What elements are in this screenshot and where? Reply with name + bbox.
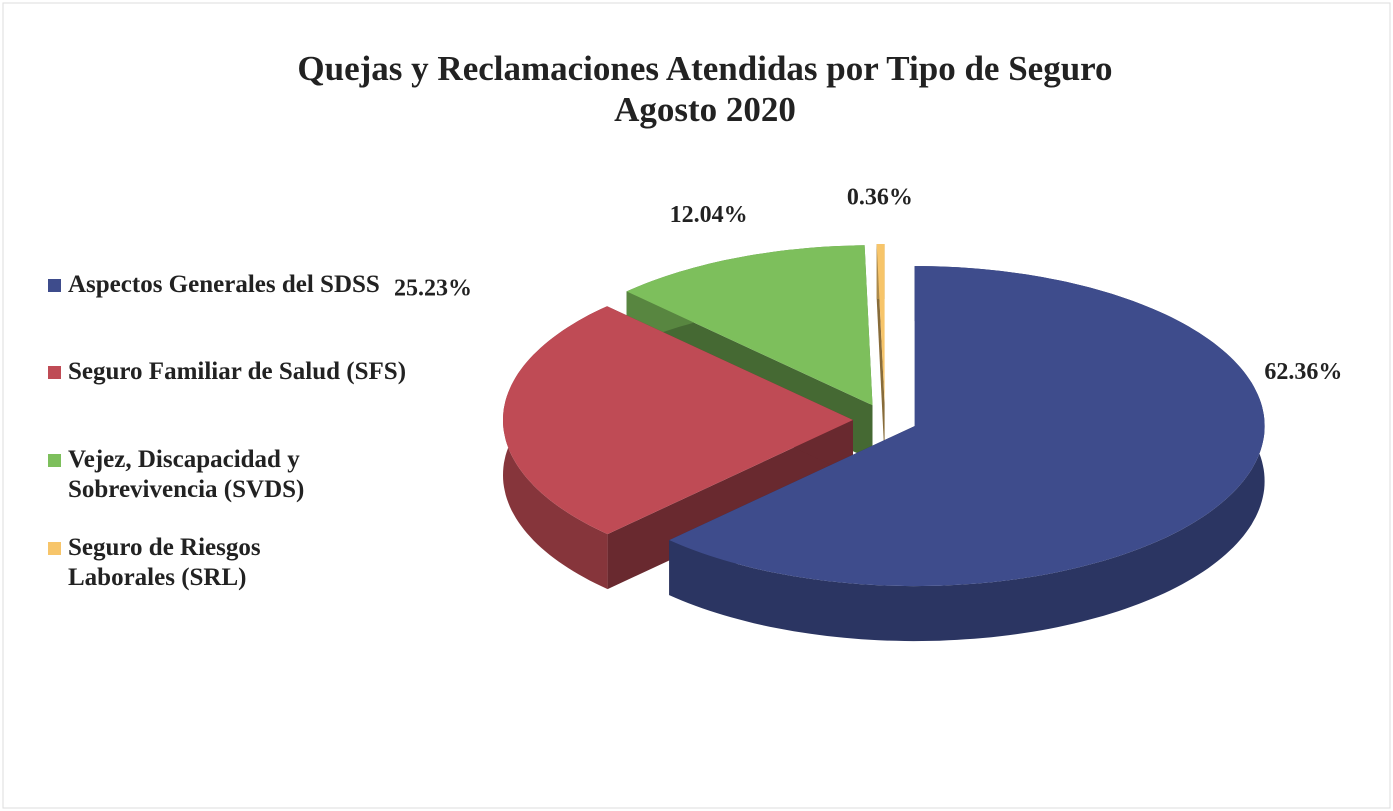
slice-side (669, 266, 1265, 642)
legend-entry: Vejez, Discapacidad y Sobrevivencia (SVD… (48, 445, 368, 505)
legend-swatch (48, 542, 61, 555)
slice-top (626, 245, 873, 406)
slice-wall (607, 420, 853, 590)
slice (669, 266, 1265, 642)
legend-entry: Seguro de Riesgos Laborales (SRL) (48, 533, 368, 593)
data-label: 25.23% (394, 276, 472, 302)
data-label: 12.04% (670, 202, 748, 228)
legend-label: Seguro de Riesgos Laborales (SRL) (68, 534, 261, 591)
legend-label: Seguro Familiar de Salud (SFS) (68, 358, 407, 385)
slice (503, 306, 853, 590)
legend-swatch (48, 366, 61, 379)
legend-entry: Seguro Familiar de Salud (SFS) (48, 357, 498, 387)
data-label: 0.36% (847, 185, 913, 211)
chart-title: Quejas y Reclamaciones Atendidas por Tip… (297, 49, 1112, 88)
chart-subtitle: Agosto 2020 (614, 90, 796, 129)
legend-label: Aspectos Generales del SDSS (68, 271, 380, 298)
legend-entry: Aspectos Generales del SDSS (48, 270, 498, 300)
slice-top (669, 266, 1265, 587)
slice (876, 244, 885, 459)
legend-swatch (48, 279, 61, 292)
slice-top (503, 306, 853, 535)
data-label: 62.36% (1264, 359, 1342, 385)
slice-top (876, 244, 885, 404)
legend-label: Vejez, Discapacidad y Sobrevivencia (SVD… (68, 446, 305, 503)
legend-swatch (48, 454, 61, 467)
